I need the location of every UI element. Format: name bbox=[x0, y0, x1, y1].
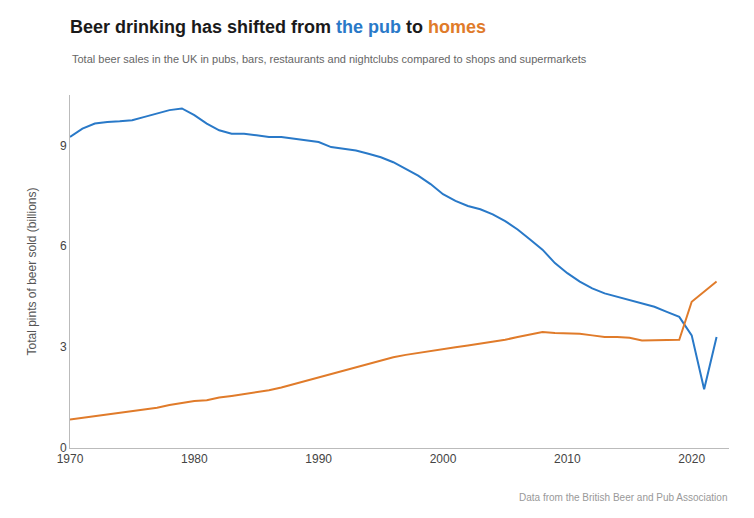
svg-text:9: 9 bbox=[60, 139, 67, 153]
svg-text:3: 3 bbox=[60, 340, 67, 354]
svg-text:Total pints of beer sold (bill: Total pints of beer sold (billions) bbox=[25, 187, 39, 355]
svg-text:1990: 1990 bbox=[305, 452, 332, 466]
svg-text:2000: 2000 bbox=[430, 452, 457, 466]
svg-text:1970: 1970 bbox=[57, 452, 84, 466]
svg-text:1980: 1980 bbox=[181, 452, 208, 466]
svg-text:Total beer sales in the UK in: Total beer sales in the UK in pubs, bars… bbox=[72, 53, 587, 65]
svg-text:Data from the British Beer and: Data from the British Beer and Pub Assoc… bbox=[519, 492, 727, 503]
svg-text:0: 0 bbox=[60, 441, 67, 455]
svg-text:2020: 2020 bbox=[678, 452, 705, 466]
svg-text:2010: 2010 bbox=[554, 452, 581, 466]
svg-text:6: 6 bbox=[60, 239, 67, 253]
svg-text:Beer drinking has shifted from: Beer drinking has shifted from the pub t… bbox=[70, 17, 486, 37]
